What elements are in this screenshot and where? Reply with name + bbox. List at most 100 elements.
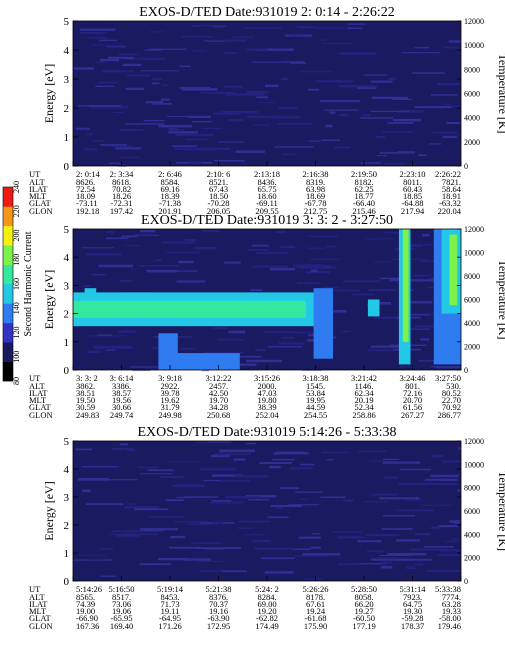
- table-cell: 3: 9:18: [158, 373, 182, 383]
- texture-streak: [252, 540, 271, 543]
- texture-streak: [281, 336, 295, 339]
- colorbar-tick-label: 120: [12, 327, 21, 339]
- texture-streak: [339, 537, 368, 539]
- table-cell: 179.46: [438, 621, 461, 631]
- texture-streak: [125, 245, 141, 247]
- texture-streak: [119, 164, 127, 167]
- texture-streak: [204, 40, 232, 42]
- colorbar-swatch: [3, 225, 13, 246]
- texture-streak: [379, 497, 420, 500]
- table-cell: -72.31: [111, 198, 133, 208]
- texture-streak: [214, 160, 245, 162]
- texture-streak: [99, 548, 114, 550]
- texture-streak: [90, 106, 129, 109]
- texture-streak: [178, 260, 194, 264]
- texture-streak: [450, 46, 461, 49]
- table-cell: 8453.: [160, 592, 179, 602]
- table-cell: 1146.: [355, 381, 374, 391]
- texture-streak: [254, 547, 293, 550]
- texture-streak: [322, 43, 352, 45]
- texture-streak: [316, 27, 346, 29]
- table-cell: 3: 6:14: [110, 373, 135, 383]
- spectrogram-band: [449, 234, 458, 306]
- texture-streak: [96, 334, 113, 336]
- texture-streak: [119, 129, 144, 132]
- texture-streak: [310, 546, 322, 549]
- texture-streak: [383, 476, 398, 479]
- texture-streak: [406, 566, 415, 569]
- texture-streak: [237, 527, 253, 529]
- texture-streak: [446, 122, 461, 124]
- texture-streak: [405, 301, 433, 303]
- texture-streak: [83, 285, 91, 288]
- colorbar-label: Second Harmonic Current: [23, 231, 34, 336]
- table-cell: 171.26: [158, 621, 181, 631]
- texture-streak: [376, 155, 388, 157]
- table-cell: -69.11: [256, 198, 278, 208]
- table-cell: 8565.: [76, 592, 95, 602]
- table-cell: 5:26:26: [303, 584, 329, 594]
- temperature-tick-label: 0: [464, 577, 468, 586]
- texture-streak: [111, 530, 145, 533]
- texture-streak: [381, 561, 392, 564]
- texture-streak: [300, 463, 315, 466]
- panel-3: EXOS-D/TED Date:931019 5:14:26 - 5:33:38…: [29, 425, 505, 631]
- texture-streak: [93, 346, 133, 349]
- table-cell: -70.28: [208, 198, 230, 208]
- table-cell: 2:16:38: [303, 169, 329, 179]
- texture-streak: [421, 483, 458, 485]
- energy-axis-label: Energy [eV]: [42, 270, 56, 329]
- panel-title: EXOS-D/TED Date:931019 2: 0:14 - 2:26:22: [139, 5, 394, 20]
- texture-streak: [376, 557, 398, 560]
- texture-streak: [301, 265, 329, 268]
- texture-streak: [170, 535, 186, 539]
- texture-streak: [225, 39, 246, 42]
- texture-streak: [211, 454, 231, 458]
- texture-streak: [452, 538, 461, 541]
- table-cell: 5:21:38: [206, 584, 232, 594]
- colorbar-swatch: [3, 342, 13, 362]
- texture-streak: [256, 252, 288, 254]
- colorbar-tick-label: 240: [12, 181, 21, 193]
- texture-streak: [458, 473, 461, 475]
- temperature-tick-label: 10000: [464, 460, 484, 469]
- colorbar-swatch: [3, 361, 13, 382]
- texture-streak: [185, 239, 197, 242]
- texture-streak: [138, 466, 158, 469]
- texture-streak: [360, 162, 381, 164]
- table-cell: 19.20: [257, 606, 276, 616]
- texture-streak: [402, 314, 430, 316]
- texture-streak: [259, 462, 292, 464]
- texture-streak: [166, 499, 185, 502]
- texture-streak: [373, 261, 392, 263]
- texture-streak: [134, 508, 168, 511]
- table-cell: 217.94: [401, 206, 425, 216]
- texture-streak: [139, 230, 156, 233]
- texture-streak: [275, 451, 305, 454]
- texture-streak: [122, 63, 142, 67]
- texture-streak: [343, 499, 355, 502]
- spectrogram-band: [73, 305, 306, 314]
- texture-streak: [371, 558, 410, 561]
- table-cell: 172.95: [207, 621, 230, 631]
- table-cell: 3862.: [76, 381, 95, 391]
- texture-streak: [176, 280, 206, 283]
- table-cell: 8178.: [306, 592, 325, 602]
- texture-streak: [212, 521, 224, 524]
- texture-streak: [167, 115, 190, 117]
- table-cell: 7923.: [403, 592, 422, 602]
- texture-streak: [179, 87, 210, 89]
- texture-streak: [326, 245, 336, 248]
- table-cell: 19.27: [354, 606, 373, 616]
- texture-streak: [274, 146, 314, 148]
- table-cell: 8626.: [76, 177, 95, 187]
- texture-streak: [201, 127, 222, 130]
- table-cell: 39.78: [160, 388, 179, 398]
- texture-streak: [149, 49, 156, 51]
- texture-streak: [418, 154, 427, 156]
- texture-streak: [231, 355, 262, 358]
- texture-streak: [160, 98, 170, 101]
- table-cell: 74.39: [76, 599, 95, 609]
- table-cell: 8284.: [257, 592, 276, 602]
- table-row-label: UT: [29, 169, 41, 179]
